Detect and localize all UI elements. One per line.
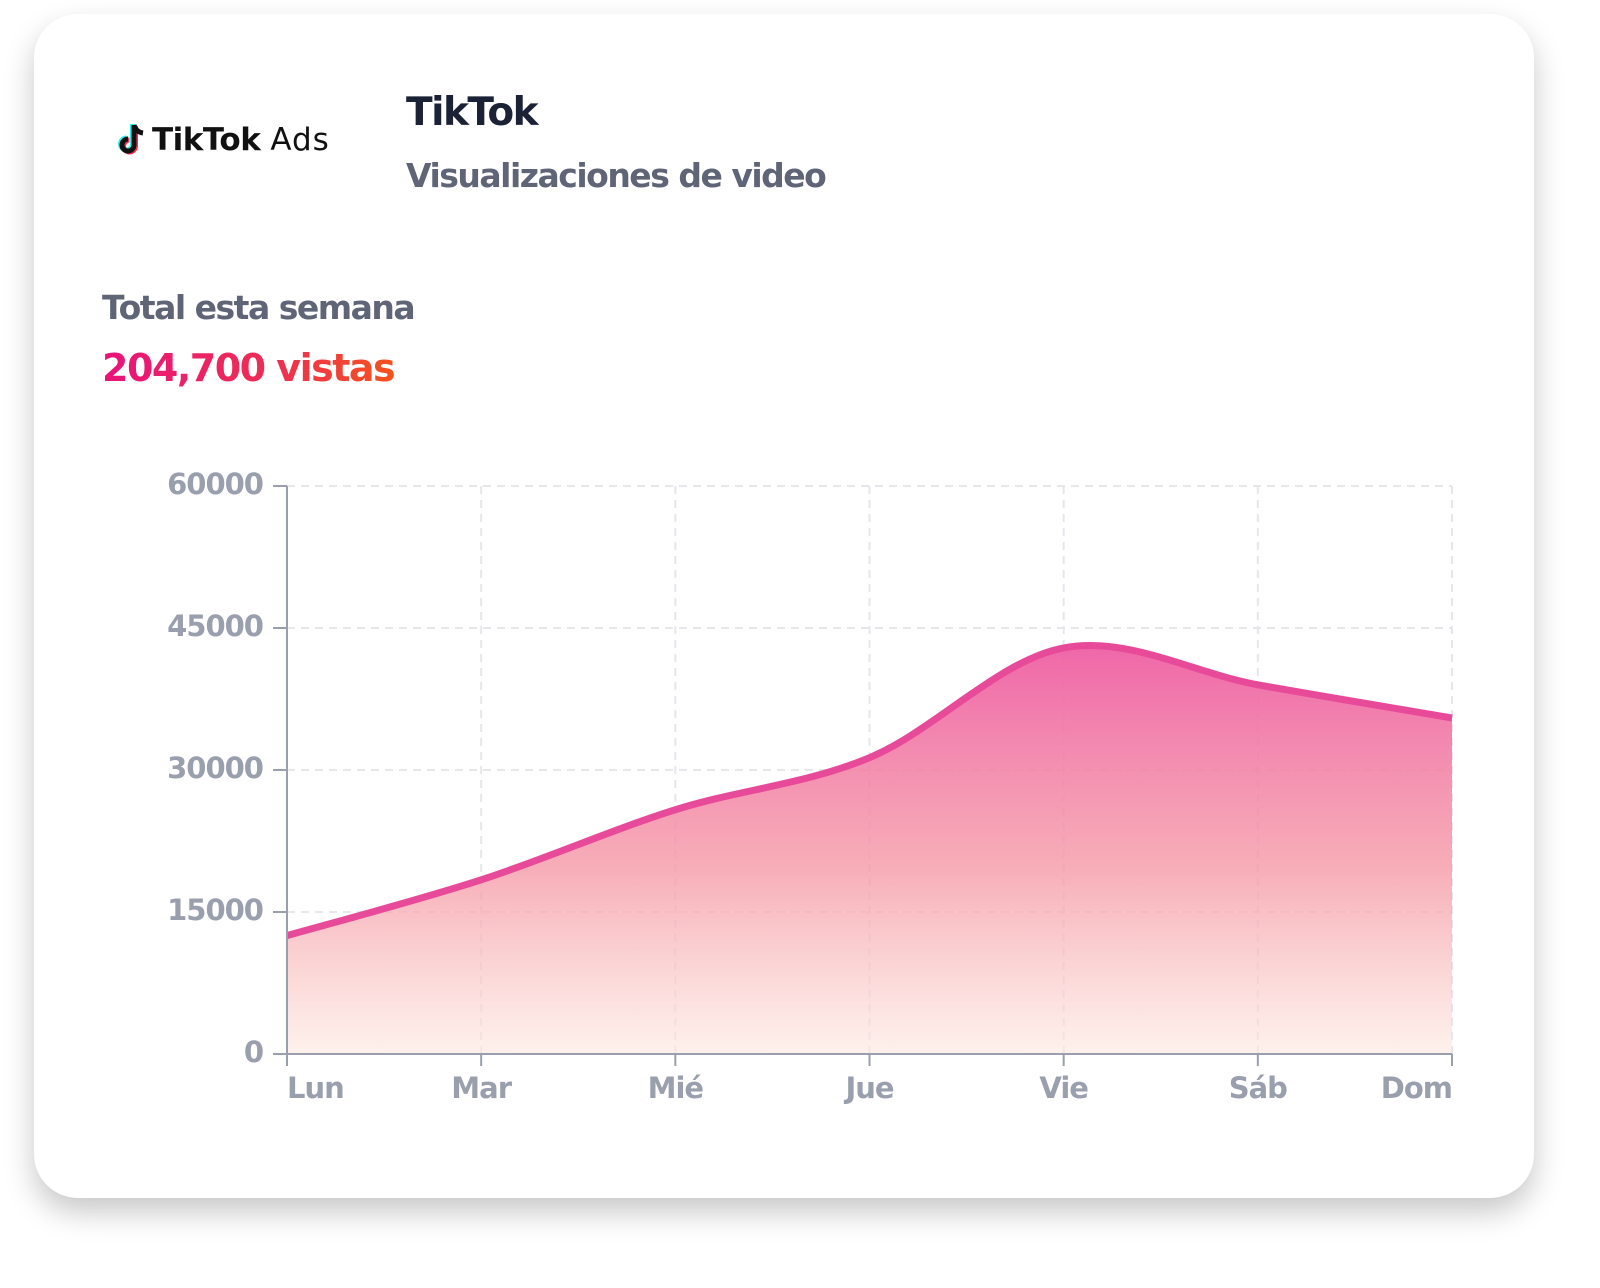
y-tick-label: 15000: [167, 893, 263, 927]
y-tick-label: 30000: [167, 751, 263, 785]
summary-label: Total esta semana: [102, 288, 416, 327]
x-tick-label: Mié: [648, 1071, 704, 1105]
y-tick-label: 0: [244, 1035, 263, 1069]
summary-total: 204,700 vistas: [102, 346, 396, 390]
area-fill: [287, 645, 1452, 1054]
x-tick-label: Sáb: [1229, 1071, 1287, 1105]
logo: TikTok Ads: [118, 122, 330, 158]
chart-title: TikTok: [406, 90, 539, 135]
area-line: [286, 641, 1453, 940]
x-tick-label: Jue: [843, 1071, 893, 1105]
logo-suffix: Ads: [270, 122, 330, 158]
x-tick-label: Dom: [1381, 1071, 1452, 1105]
y-tick-label: 60000: [167, 467, 263, 501]
x-tick-label: Lun: [287, 1071, 344, 1105]
y-tick-label: 45000: [167, 609, 263, 643]
x-tick-label: Vie: [1039, 1071, 1088, 1105]
chart-subtitle: Visualizaciones de video: [406, 156, 827, 195]
logo-icon: [118, 124, 144, 155]
x-tick-label: Mar: [451, 1071, 512, 1105]
logo-brand: TikTok: [152, 122, 261, 158]
